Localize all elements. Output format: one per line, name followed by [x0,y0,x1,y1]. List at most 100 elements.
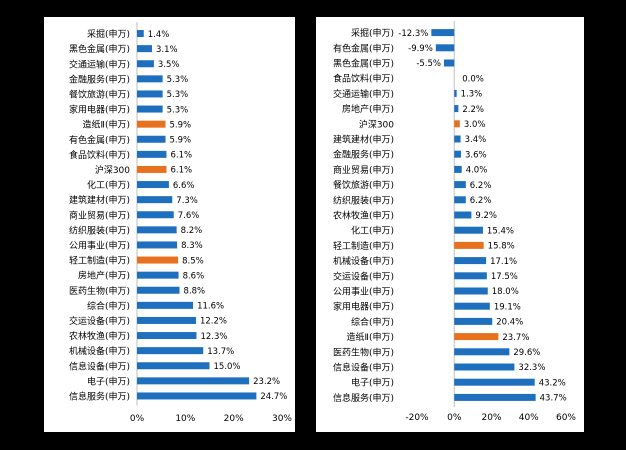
left-value-label: 8.2% [181,226,203,236]
left-category-label: 电子(申万) [87,375,130,387]
left-value-label: 6.1% [170,166,192,176]
right-category-label: 电子(申万) [351,377,394,389]
left-bar [137,301,194,309]
right-category-label: 房地产(申万) [342,103,394,115]
right-value-label: 2.2% [462,105,484,115]
right-value-label: 29.6% [513,348,540,358]
right-value-label: 4.0% [466,166,488,176]
right-category-label: 信息服务(申万) [333,392,394,404]
left-category-label: 家用电器(申万) [69,104,130,116]
left-category-label: 黑色金属(申万) [69,43,130,55]
right-x-tick-label: 0% [447,413,462,423]
right-bar [454,105,459,113]
left-value-label: 3.1% [156,45,178,55]
left-category-label: 交运设备(申万) [69,315,130,327]
left-value-label: 8.3% [181,241,203,251]
left-bar [137,241,178,249]
left-category-label: 房地产(申万) [78,270,130,282]
right-bar [454,287,488,295]
right-category-label: 交运设备(申万) [333,270,394,282]
left-bar [137,392,257,400]
right-category-label: 建筑建材(申万) [333,134,394,146]
right-x-tick-label: -20% [405,413,429,423]
left-category-label: 机械设备(申万) [69,345,130,357]
left-category-label: 建筑建材(申万) [69,194,130,206]
right-bar [454,257,487,265]
left-value-label: 11.6% [197,302,224,312]
right-category-label: 轻工制造(申万) [333,240,394,252]
left-bar [137,45,152,53]
left-value-label: 5.3% [167,105,189,115]
left-category-label: 交通运输(申万) [69,58,130,70]
right-value-label: -12.3% [398,29,428,39]
left-category-label: 公用事业(申万) [69,239,130,251]
right-value-label: 6.2% [470,196,492,206]
left-category-label: 医药生物(申万) [69,285,130,297]
left-category-label: 沪深300 [95,164,130,176]
left-category-label: 信息设备(申万) [69,360,130,372]
right-bar [454,196,466,204]
left-category-label: 造纸Ⅱ(申万) [83,119,130,131]
right-bar [454,226,483,234]
left-bar [137,135,166,143]
right-category-label: 综合(申万) [351,316,394,328]
left-category-label: 化工(申万) [87,179,130,191]
right-value-label: 0.0% [462,74,484,84]
right-bar [454,363,515,371]
right-category-label: 机械设备(申万) [333,255,394,267]
left-bar [137,60,154,68]
left-category-label: 金融服务(申万) [69,73,130,85]
right-category-label: 有色金属(申万) [333,42,394,54]
left-bar [137,211,174,219]
left-chart-panel: 采掘(申万) 1.4% 黑色金属(申万) 3.1% 交通运输(申万) 3.5% 金融服务(申… [44,17,295,432]
left-value-label: 24.7% [260,392,287,402]
right-bar-chart: 采掘(申万) -12.3% 有色金属(申万) -9.9% 黑色金属(申万) -5.5% 食品… [333,21,576,423]
right-bar [454,378,535,386]
right-category-label: 交通运输(申万) [333,88,394,100]
right-value-label: 6.2% [470,181,492,191]
left-category-label: 商业贸易(申万) [69,209,130,221]
left-value-label: 13.7% [207,347,234,357]
right-chart-panel: 采掘(申万) -12.3% 有色金属(申万) -9.9% 黑色金属(申万) -5.5% 食品… [316,17,584,432]
left-category-label: 餐饮旅游(申万) [69,88,130,100]
left-x-tick-label: 20% [224,414,244,424]
right-x-tick-label: 40% [519,413,539,423]
left-value-label: 5.9% [170,135,192,145]
left-value-label: 12.2% [200,317,227,327]
left-bar [137,271,179,279]
right-value-label: 3.6% [465,150,487,160]
left-bar [137,120,166,128]
right-bar [435,44,455,52]
right-bar [444,59,455,67]
left-bar [137,377,250,385]
right-category-label: 金融服务(申万) [333,149,394,161]
left-bar [137,181,169,189]
right-category-label: 造纸Ⅱ(申万) [347,331,394,343]
right-category-label: 家用电器(申万) [333,301,394,313]
left-bar [137,90,163,98]
right-value-label: 43.2% [539,378,566,388]
left-bar [137,286,180,294]
right-bar [454,302,490,310]
left-value-label: 1.4% [148,30,170,40]
left-value-label: 8.5% [182,256,204,266]
right-value-label: -5.5% [416,59,441,69]
left-value-label: 3.5% [158,60,180,70]
right-bar [454,181,466,189]
right-value-label: 9.2% [475,211,497,221]
right-category-label: 黑色金属(申万) [333,58,394,70]
left-value-label: 5.3% [167,90,189,100]
right-value-label: 18.0% [492,287,519,297]
right-category-label: 化工(申万) [351,225,394,237]
left-value-label: 7.6% [178,211,200,221]
right-category-label: 医药生物(申万) [333,346,394,358]
right-bar [454,393,536,401]
left-bar [137,105,163,113]
right-value-label: 19.1% [494,302,521,312]
right-category-label: 公用事业(申万) [333,286,394,298]
left-value-label: 6.6% [173,181,195,191]
left-bar [137,347,204,355]
left-value-label: 23.2% [253,377,280,387]
right-category-label: 信息设备(申万) [333,362,394,374]
left-value-label: 12.3% [200,332,227,342]
